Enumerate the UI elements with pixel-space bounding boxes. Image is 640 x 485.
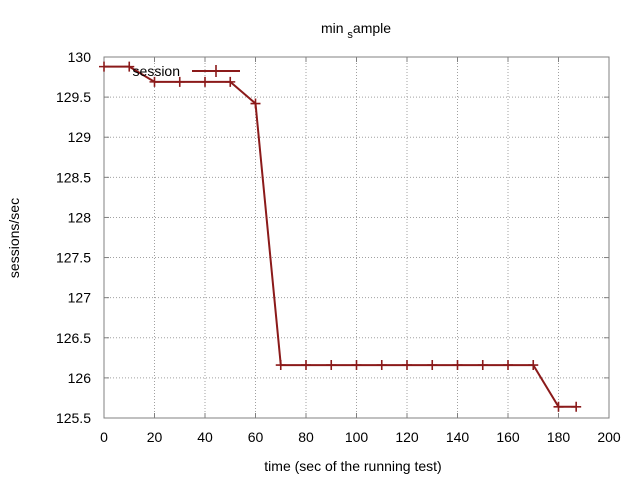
data-point: [225, 76, 236, 87]
data-point: [149, 76, 160, 87]
data-point: [174, 76, 185, 87]
data-point: [326, 360, 337, 371]
x-axis-label: time (sec of the running test): [264, 458, 441, 474]
data-point: [275, 360, 286, 371]
series-line: [104, 65, 577, 408]
x-tick-label: 0: [100, 429, 108, 445]
legend-label-session: session: [133, 63, 180, 79]
axis-ticks: 0 20 40 60 80 100 120 140 160 180 200 125.5 126 126.5…: [56, 49, 621, 445]
y-tick-label: 127: [68, 290, 92, 306]
grid: [104, 57, 609, 418]
data-point: [571, 401, 582, 412]
y-tick-label: 130: [68, 49, 92, 65]
x-tick-label: 140: [446, 429, 470, 445]
data-point: [427, 360, 438, 371]
data-point: [477, 360, 488, 371]
y-tick-label: 129.5: [56, 89, 91, 105]
data-point: [124, 61, 135, 72]
x-tick-label: 40: [197, 429, 213, 445]
data-point: [301, 360, 311, 371]
data-point: [528, 360, 539, 371]
y-tick-label: 128: [68, 209, 92, 225]
y-tick-label: 129: [68, 129, 92, 145]
y-tick-label: 127.5: [56, 250, 91, 266]
chart-title-suffix: ample: [353, 20, 391, 36]
chart-title-subscript: s: [347, 29, 353, 41]
y-axis-label: sessions/sec: [6, 198, 22, 278]
series-layer: [99, 61, 582, 412]
chart-title: min sample: [321, 20, 391, 41]
data-point: [402, 360, 412, 371]
x-tick-label: 180: [547, 429, 571, 445]
y-tick-label: 126.5: [56, 330, 91, 346]
data-point: [200, 76, 210, 87]
data-point: [99, 61, 109, 72]
y-tick-label: 126: [68, 370, 92, 386]
x-tick-label: 60: [248, 429, 264, 445]
y-tick-label: 125.5: [56, 410, 91, 426]
series-session: [99, 61, 582, 412]
y-tick-label: 128.5: [56, 169, 91, 185]
x-tick-label: 80: [298, 429, 314, 445]
x-tick-label: 120: [395, 429, 419, 445]
data-point: [452, 360, 463, 371]
data-point: [376, 360, 387, 371]
data-point: [351, 360, 362, 371]
x-tick-label: 20: [147, 429, 163, 445]
legend: session: [133, 63, 240, 79]
x-tick-label: 200: [597, 429, 621, 445]
legend-marker-session: [210, 65, 222, 77]
chart-title-prefix: min: [321, 20, 347, 36]
data-point: [250, 98, 261, 109]
data-point: [553, 401, 564, 412]
data-point: [503, 360, 513, 371]
x-tick-label: 160: [496, 429, 520, 445]
x-tick-label: 100: [345, 429, 369, 445]
